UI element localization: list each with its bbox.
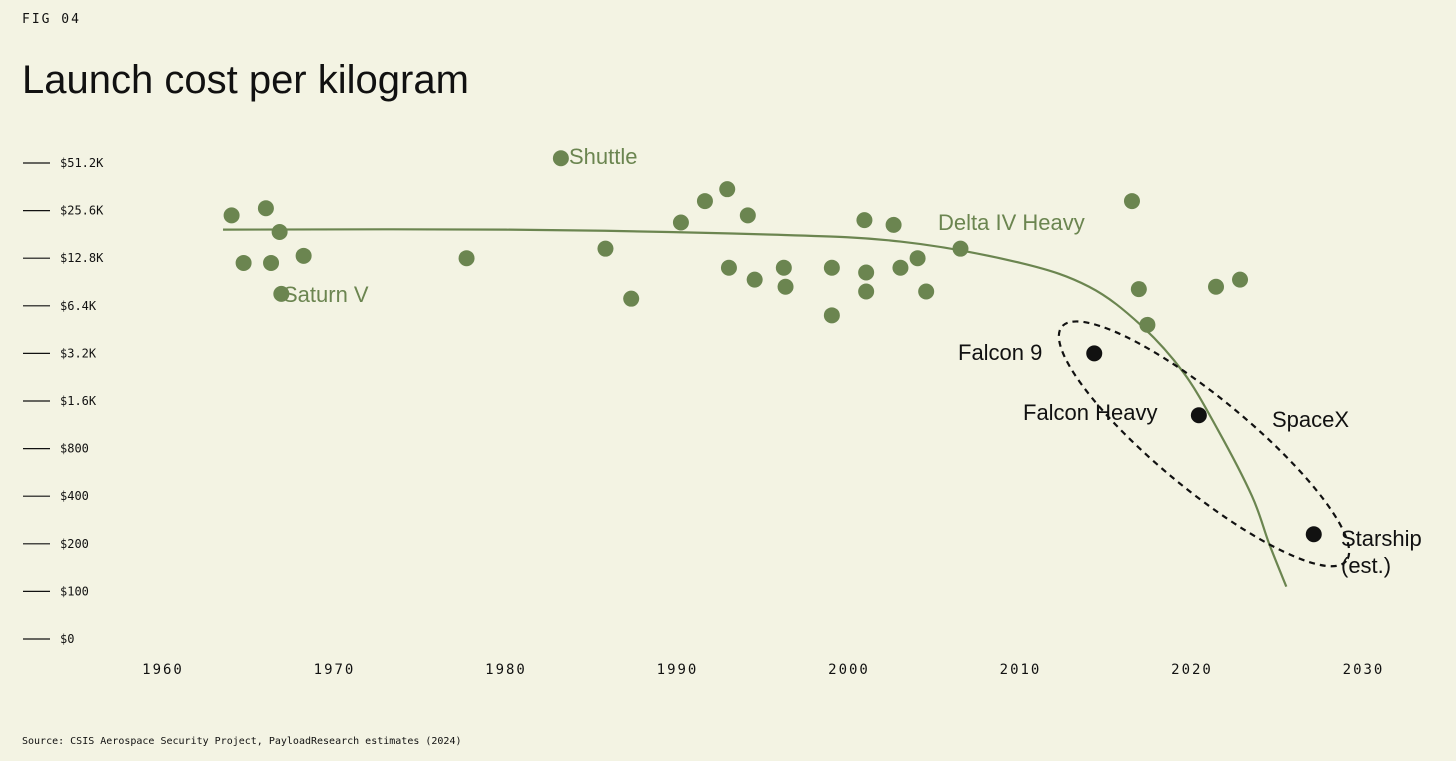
y-tick-label: $51.2K: [60, 156, 104, 170]
y-tick-label: $200: [60, 537, 89, 551]
data-point: [672, 214, 689, 231]
y-tick-label: $800: [60, 442, 89, 456]
data-point: [257, 200, 274, 217]
x-axis: 1960 1970 1980 1990 2000 2010 2020 2030: [142, 662, 1385, 678]
data-point: [295, 247, 312, 264]
data-point: [719, 181, 736, 198]
y-tick-label: $12.8K: [60, 251, 104, 265]
data-point: [858, 283, 875, 300]
x-tick-label: 1990: [657, 662, 699, 678]
spacex-data-point: [1190, 407, 1207, 424]
data-point: [458, 250, 475, 267]
data-point: [696, 193, 713, 210]
label-falcon-heavy: Falcon Heavy: [1023, 400, 1158, 425]
x-tick-label: 2030: [1343, 662, 1385, 678]
spacex-group-ellipse: [1057, 320, 1351, 568]
y-tick-label: $100: [60, 584, 89, 598]
trend-line: [223, 228, 1288, 588]
chart-area: $51.2K $25.6K $12.8K $6.4K $3.2K $1.6K $800 $40…: [23, 144, 1422, 678]
x-tick-label: 1960: [142, 662, 184, 678]
y-axis: $51.2K $25.6K $12.8K $6.4K $3.2K $1.6K $800 $40…: [23, 156, 104, 646]
label-starship: Starship: [1341, 526, 1422, 551]
label-saturn-v: Saturn V: [283, 282, 369, 307]
data-point: [885, 216, 902, 233]
data-point: [739, 207, 756, 224]
annotations: Saturn V Shuttle Delta IV Heavy Falcon 9…: [283, 144, 1422, 578]
y-tick-label: $25.6K: [60, 204, 104, 218]
label-falcon-9: Falcon 9: [958, 340, 1042, 365]
label-spacex: SpaceX: [1272, 407, 1349, 432]
data-point: [271, 224, 288, 241]
chart-title: Launch cost per kilogram: [22, 58, 469, 102]
data-point: [909, 250, 926, 267]
data-point: [856, 212, 873, 229]
data-point: [1232, 271, 1249, 288]
data-point: [1139, 316, 1156, 333]
figure-label: FIG 04: [22, 12, 81, 27]
data-point: [223, 207, 240, 224]
y-tick-label: $3.2K: [60, 346, 97, 360]
data-point: [263, 254, 280, 271]
data-point: [775, 259, 792, 276]
x-tick-label: 2020: [1171, 662, 1213, 678]
y-tick-label: $400: [60, 489, 89, 503]
x-tick-label: 2010: [1000, 662, 1042, 678]
data-point: [892, 259, 909, 276]
data-point: [273, 285, 290, 302]
y-tick-label: $0: [60, 632, 74, 646]
label-delta-iv-heavy: Delta IV Heavy: [938, 210, 1085, 235]
spacex-data-point: [1086, 345, 1103, 362]
data-point: [1130, 281, 1147, 298]
data-point: [918, 283, 935, 300]
data-point: [823, 307, 840, 324]
x-tick-label: 1970: [314, 662, 356, 678]
data-point: [777, 278, 794, 295]
y-tick-label: $6.4K: [60, 299, 97, 313]
data-point: [1208, 278, 1225, 295]
data-point: [235, 254, 252, 271]
data-point: [952, 240, 969, 257]
label-shuttle: Shuttle: [569, 144, 638, 169]
data-point: [597, 240, 614, 257]
data-point: [552, 150, 569, 167]
source-note: Source: CSIS Aerospace Security Project,…: [22, 736, 462, 747]
data-points: [223, 150, 1322, 543]
label-starship-est: (est.): [1341, 553, 1391, 578]
data-point: [720, 259, 737, 276]
data-point: [623, 290, 640, 307]
data-point: [1123, 193, 1140, 210]
y-tick-label: $1.6K: [60, 394, 97, 408]
x-tick-label: 1980: [485, 662, 527, 678]
data-point: [858, 264, 875, 281]
data-point: [746, 271, 763, 288]
data-point: [823, 259, 840, 276]
spacex-data-point: [1305, 526, 1322, 543]
x-tick-label: 2000: [828, 662, 870, 678]
